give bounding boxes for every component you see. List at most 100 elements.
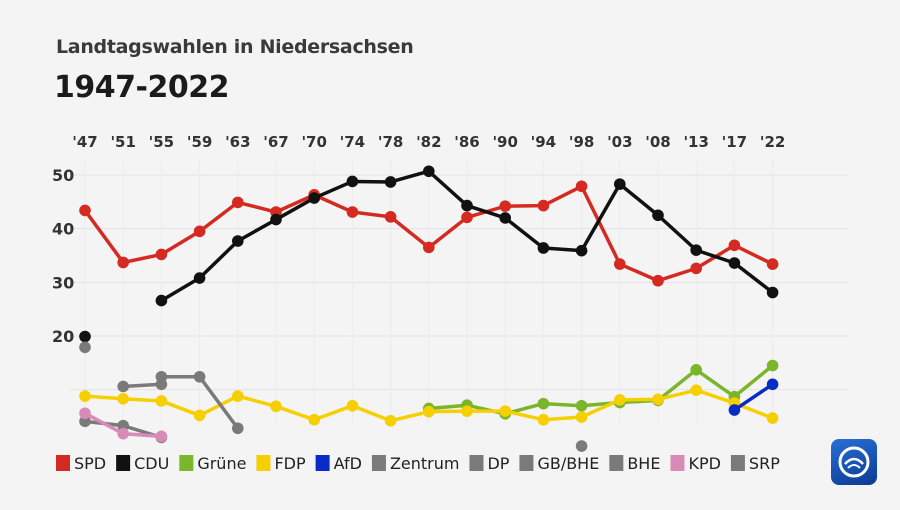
data-point-cdu <box>690 244 702 256</box>
chart-title: 1947-2022 <box>54 70 229 105</box>
y-tick-label: 40 <box>52 220 74 239</box>
data-point-zentrum <box>117 419 129 432</box>
data-point-spd <box>499 200 512 212</box>
data-point-spd <box>728 239 741 252</box>
y-tick-label: 50 <box>52 166 74 185</box>
x-tick-label: '78 <box>378 133 403 151</box>
data-point-spd <box>537 199 550 212</box>
x-tick-label: '74 <box>340 133 365 151</box>
data-point-cdu <box>193 272 206 284</box>
data-point-fdp <box>499 405 512 417</box>
x-tick-label: '08 <box>645 133 670 151</box>
data-point-spd <box>155 248 168 261</box>
y-tick-label: 30 <box>52 273 74 292</box>
y-tick-label: 20 <box>52 327 74 346</box>
data-point-fdp <box>232 390 244 402</box>
data-point-fdp <box>117 392 129 405</box>
data-point-spd <box>614 258 626 270</box>
data-point-fdp <box>652 393 664 406</box>
legend-swatch <box>670 455 685 471</box>
legend-label: FDP <box>274 454 306 473</box>
x-tick-label: '51 <box>110 133 135 151</box>
legend-label: CDU <box>134 454 169 473</box>
data-point-fdp <box>423 405 435 418</box>
legend-label: DP <box>487 454 509 473</box>
x-tick-label: '13 <box>683 133 708 151</box>
data-point-cdu <box>232 235 244 247</box>
legend-swatch <box>315 455 330 471</box>
data-point-gbbhe <box>117 380 129 393</box>
data-point-fdp <box>575 411 588 423</box>
data-point-spd <box>117 256 129 269</box>
x-tick-label: '94 <box>531 133 556 151</box>
x-tick-label: '98 <box>569 133 594 151</box>
data-point-spd <box>575 180 588 193</box>
series-line-afd <box>732 382 775 412</box>
legend-label: Grüne <box>197 454 246 473</box>
chart-subtitle: Landtagswahlen in Niedersachsen <box>56 36 414 58</box>
data-point-cdu <box>423 165 435 178</box>
data-point-grne <box>537 397 550 410</box>
x-tick-label: '67 <box>263 133 288 151</box>
data-point-spd <box>461 211 473 224</box>
data-point-fdp <box>346 399 359 412</box>
legend-label: SPD <box>74 454 106 473</box>
data-point-spd <box>766 258 779 270</box>
legend-label: SRP <box>749 454 780 473</box>
legend-swatch <box>256 455 271 471</box>
data-point-spd <box>652 274 664 287</box>
x-tick-label: '47 <box>72 133 97 151</box>
data-point-fdp <box>308 413 321 426</box>
data-point-grne <box>575 399 588 412</box>
legend-swatch <box>730 455 745 471</box>
x-tick-label: '55 <box>149 133 174 151</box>
legend-swatch <box>371 455 386 471</box>
data-point-spd <box>384 211 397 223</box>
data-point-fdp <box>384 414 397 427</box>
data-point-bhe <box>575 440 588 452</box>
legend-swatch <box>469 455 484 471</box>
data-point-grne <box>690 364 702 376</box>
x-tick-label: '82 <box>416 133 441 151</box>
data-point-fdp <box>79 390 91 402</box>
data-point-fdp <box>461 405 473 417</box>
data-point-grne <box>766 359 779 372</box>
data-point-dp <box>79 341 91 354</box>
legend-label: Zentrum <box>390 454 460 473</box>
data-point-dp <box>193 370 206 383</box>
data-point-spd <box>232 196 244 209</box>
tagesschau-logo-icon <box>831 439 877 485</box>
legend-swatch <box>609 455 624 471</box>
data-point-fdp <box>155 395 168 407</box>
series-line-gbbhe <box>121 382 164 389</box>
legend-swatch <box>116 455 131 471</box>
data-point-cdu <box>575 244 588 257</box>
data-point-dp <box>232 422 244 435</box>
data-point-fdp <box>193 409 206 422</box>
data-point-cdu <box>308 192 321 204</box>
data-point-spd <box>690 262 702 275</box>
x-tick-label: '03 <box>607 133 632 151</box>
data-point-spd <box>423 241 435 254</box>
legend-label: GB/BHE <box>537 454 599 473</box>
legend-swatch <box>56 455 70 471</box>
data-point-cdu <box>346 175 359 188</box>
data-point-cdu <box>270 213 282 226</box>
x-tick-label: '70 <box>301 133 326 151</box>
data-point-cdu <box>652 209 664 222</box>
data-point-fdp <box>690 384 702 397</box>
x-tick-label: '22 <box>760 133 785 151</box>
data-point-fdp <box>614 394 626 406</box>
data-point-cdu <box>766 286 779 299</box>
data-point-cdu <box>155 294 168 307</box>
x-tick-label: '86 <box>454 133 479 151</box>
data-point-kpd <box>155 430 168 443</box>
data-point-zentrum <box>79 415 91 428</box>
data-point-cdu <box>499 212 512 224</box>
data-point-afd <box>766 378 779 391</box>
data-point-fdp <box>270 400 282 413</box>
data-point-fdp <box>537 413 550 426</box>
data-point-cdu <box>728 257 741 269</box>
